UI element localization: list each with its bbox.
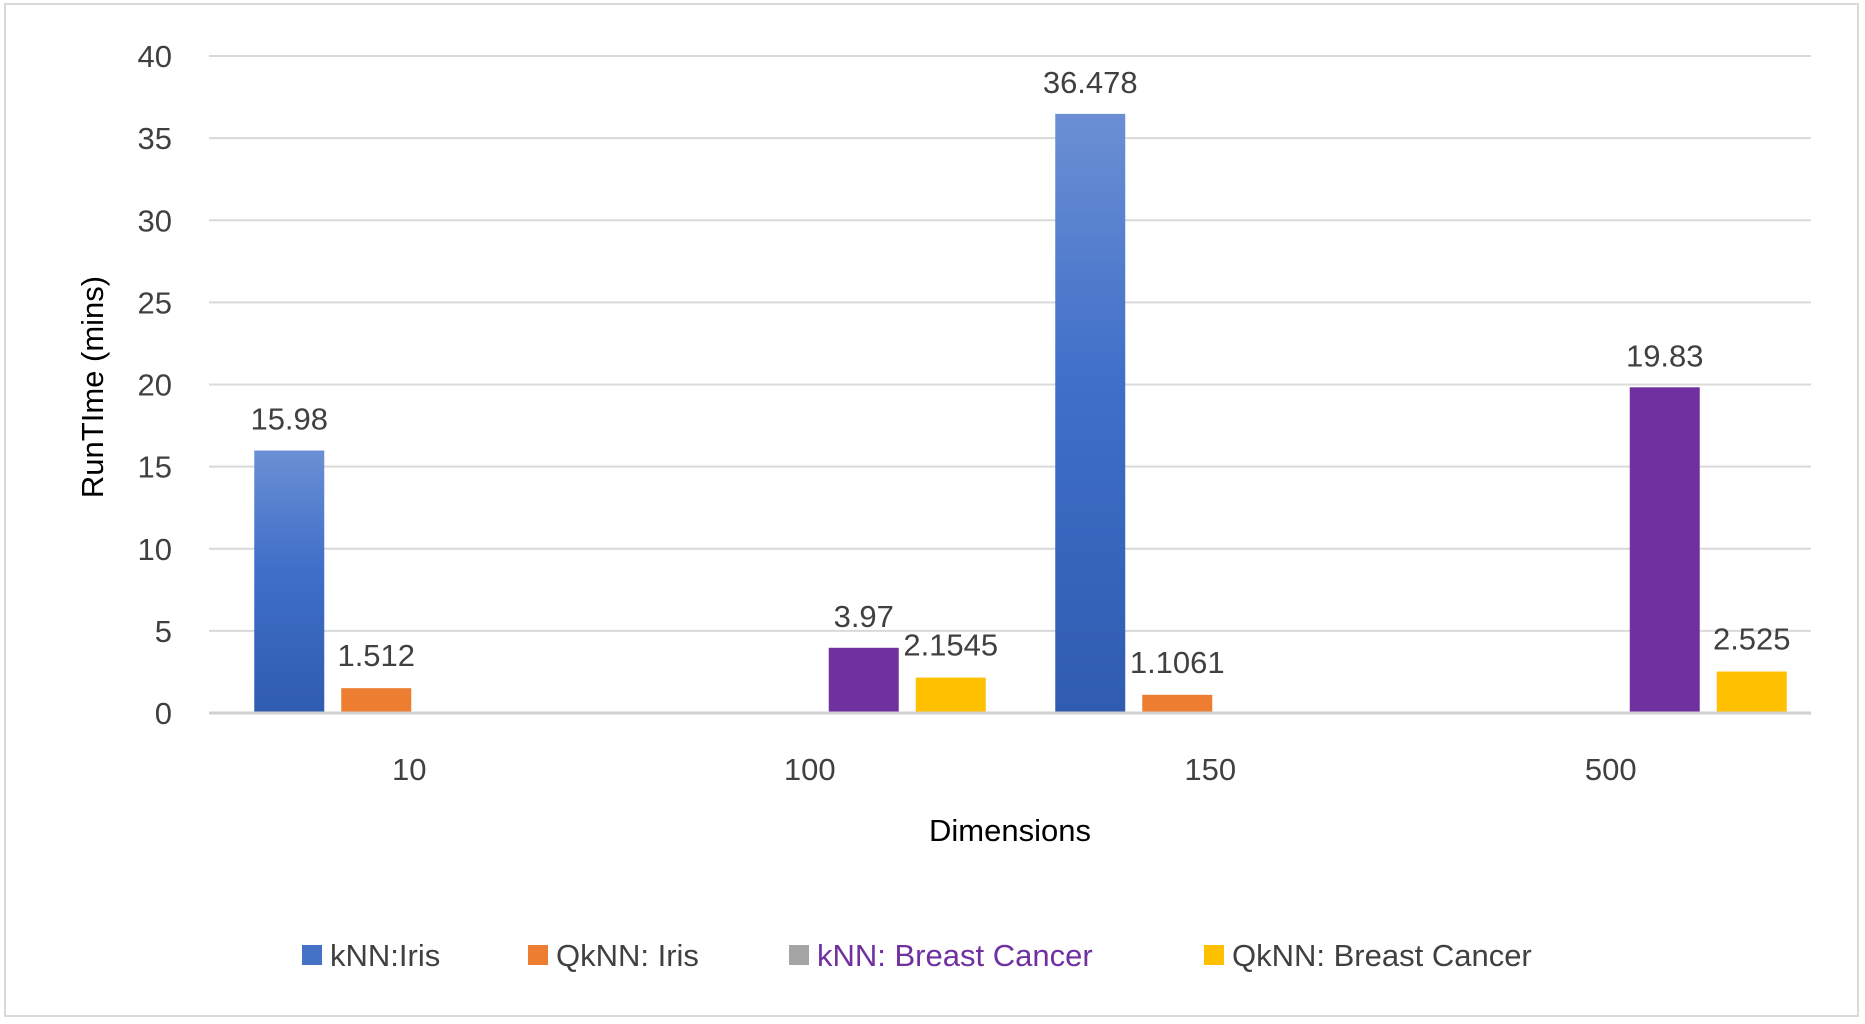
bar <box>828 647 899 713</box>
legend-label: kNN: Breast Cancer <box>817 938 1093 973</box>
data-label: 1.512 <box>337 638 415 673</box>
x-axis-ticks: 10 100 150 500 <box>392 752 1637 787</box>
chart-frame: 0 5 10 15 20 25 30 35 40 15.98 1.512 3.97 2.1545 36.… <box>4 3 1859 1017</box>
legend-swatch <box>1204 945 1224 965</box>
data-label: 36.478 <box>1043 65 1138 100</box>
y-tick-label: 5 <box>155 614 172 649</box>
data-label: 2.525 <box>1713 622 1791 657</box>
bar <box>341 688 412 713</box>
bar <box>1629 387 1700 713</box>
legend: kNN:Iris QkNN: Iris kNN: Breast Cancer QkNN… <box>302 938 1532 973</box>
x-tick-label: 100 <box>784 752 836 787</box>
data-label: 2.1545 <box>903 628 998 663</box>
x-axis-title: Dimensions <box>929 813 1091 848</box>
y-tick-label: 40 <box>138 39 172 74</box>
gridlines <box>209 55 1811 632</box>
legend-swatch <box>528 945 548 965</box>
bar <box>1142 694 1213 713</box>
legend-label: QkNN: Breast Cancer <box>1232 938 1532 973</box>
y-tick-label: 20 <box>138 368 172 403</box>
legend-label: kNN:Iris <box>330 938 440 973</box>
bar <box>1055 113 1126 713</box>
data-label: 15.98 <box>250 402 328 437</box>
legend-swatch <box>789 945 809 965</box>
y-tick-label: 35 <box>138 121 172 156</box>
data-label: 19.83 <box>1626 338 1704 373</box>
x-tick-label: 500 <box>1585 752 1637 787</box>
bars <box>254 113 1787 713</box>
bar <box>915 677 986 713</box>
y-tick-label: 15 <box>138 450 172 485</box>
data-label: 1.1061 <box>1130 645 1225 680</box>
data-labels: 15.98 1.512 3.97 2.1545 36.478 1.1061 19.83 2.5… <box>250 65 1790 680</box>
y-tick-label: 10 <box>138 532 172 567</box>
x-tick-label: 150 <box>1184 752 1236 787</box>
data-label: 3.97 <box>834 599 894 634</box>
legend-swatch <box>302 945 322 965</box>
y-tick-label: 25 <box>138 285 172 320</box>
bar <box>1716 671 1787 713</box>
bar-chart: 0 5 10 15 20 25 30 35 40 15.98 1.512 3.97 2.1545 36.… <box>75 39 1811 973</box>
y-tick-label: 30 <box>138 203 172 238</box>
y-axis-title: RunTIme (mins) <box>75 276 110 498</box>
y-tick-label: 0 <box>155 696 172 731</box>
x-tick-label: 10 <box>392 752 426 787</box>
y-axis-ticks: 0 5 10 15 20 25 30 35 40 <box>138 39 172 731</box>
legend-label: QkNN: Iris <box>556 938 699 973</box>
bar <box>254 450 325 713</box>
